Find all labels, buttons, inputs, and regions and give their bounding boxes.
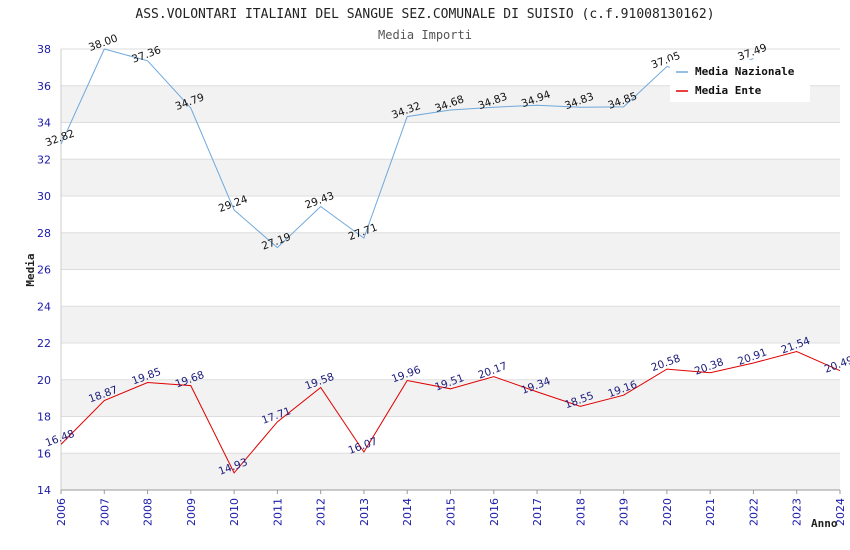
grid-bands [61,49,840,490]
grid-band [61,122,840,160]
grid-band [61,196,840,233]
y-tick-label: 36 [37,80,51,93]
y-tick-label: 20 [37,374,51,387]
y-tick-label: 30 [37,190,51,203]
x-tick-label: 2013 [358,498,371,526]
y-tick-label: 28 [37,227,51,240]
axes [60,49,841,494]
chart-title: ASS.VOLONTARI ITALIANI DEL SANGUE SEZ.CO… [135,7,714,22]
grid-band [61,159,840,196]
y-tick-label: 18 [37,411,51,424]
x-tick-label: 2016 [488,498,501,526]
x-tick-label: 2015 [445,498,458,526]
x-tick-label: 2024 [834,498,847,526]
y-tick-labels: 14 16 18 20 22 24 26 28 30 32 34 36 38 [37,43,51,497]
x-tick-label: 2011 [271,498,284,526]
x-tick-label: 2008 [142,498,155,526]
x-tick-label: 2007 [98,498,111,526]
x-axis-label: Anno [811,517,838,530]
x-tick-label: 2018 [574,498,587,526]
x-tick-label: 2022 [747,498,760,526]
legend-label-nazionale: Media Nazionale [695,65,795,78]
grid-band [61,306,840,343]
grid-band [61,453,840,490]
x-tick-label: 2009 [185,498,198,526]
y-tick-label: 34 [37,117,51,130]
y-tick-label: 22 [37,337,51,350]
x-tick-label: 2010 [228,498,241,526]
legend: Media Nazionale Media Ente [670,60,810,102]
series-line-ente [60,350,841,474]
x-tick-label: 2021 [704,498,717,526]
y-tick-label: 26 [37,264,51,277]
x-tick-label: 2020 [661,498,674,526]
grid-band [61,416,840,454]
x-tick-label: 2014 [401,498,414,526]
x-tick-label: 2017 [531,498,544,526]
y-tick-label: 24 [37,300,51,313]
x-tick-labels: 2006 2007 2008 2009 2010 2011 2012 2013 2014 2015… [55,498,847,526]
legend-label-ente: Media Ente [695,84,762,97]
grid-band [61,269,840,307]
y-tick-label: 14 [37,484,51,497]
y-tick-label: 32 [37,153,51,166]
x-tick-label: 2012 [315,498,328,526]
grid-band [61,232,840,270]
y-tick-label: 16 [37,447,51,460]
y-tick-label: 38 [37,43,51,56]
series-lines [60,48,841,474]
legend-box [670,60,810,102]
x-tick-label: 2019 [618,498,631,526]
series-line-nazionale [60,48,754,249]
y-axis-label: Media [24,253,37,286]
x-tick-label: 2006 [55,498,68,526]
grid-band [61,343,840,380]
chart-subtitle: Media Importi [378,28,472,42]
x-tick-label: 2023 [791,498,804,526]
